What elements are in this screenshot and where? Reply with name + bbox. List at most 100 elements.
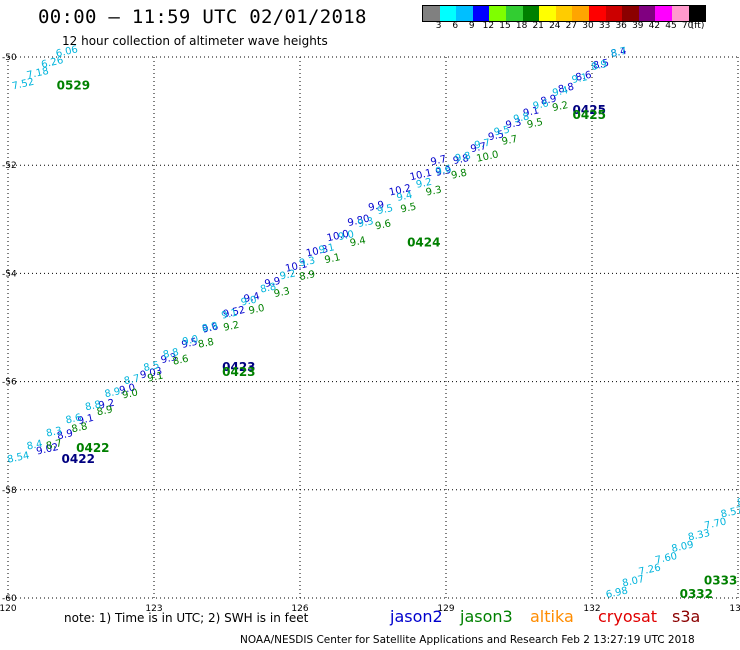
y-tick-label: -52 — [2, 161, 17, 171]
wave-height-value: 9.3 — [357, 216, 375, 230]
color-swatch — [472, 6, 490, 21]
pass-time-label: 0332 — [680, 587, 713, 601]
color-scale-label: 45 — [665, 21, 677, 31]
chart-subtitle: 12 hour collection of altimeter wave hei… — [62, 34, 328, 48]
wave-height-value: 8.07 — [621, 574, 645, 589]
wave-height-value: 8.4 — [26, 439, 44, 453]
x-tick-label: 132 — [583, 604, 600, 614]
wave-height-value: 9.5 — [487, 129, 505, 143]
color-scale-label: 39 — [632, 21, 644, 31]
color-swatch — [555, 6, 573, 21]
pass-time-label: 0423 — [222, 360, 255, 374]
wave-height-value: 9.6 — [435, 164, 453, 178]
wave-height-value: 9.3 — [425, 185, 443, 199]
wave-height-value: 9.1 — [220, 308, 238, 322]
wave-height-value: 9.5 — [181, 337, 199, 351]
color-swatch — [572, 6, 589, 21]
color-swatch — [439, 6, 457, 21]
wave-height-value: 9.1 — [147, 371, 165, 385]
wave-height-value: 9.2 — [415, 177, 433, 191]
wave-height-value: 8.9 — [56, 428, 74, 442]
color-swatch — [655, 6, 672, 21]
wave-height-value: 8.7 — [45, 438, 63, 452]
legend-item-s3a: s3a — [672, 607, 701, 626]
wave-height-value: 9.9 — [367, 200, 385, 214]
color-scale-label: 70 — [681, 21, 694, 31]
color-scale-label: 15 — [499, 21, 511, 31]
color-swatch — [588, 6, 606, 21]
wave-height-value: 9.02 — [35, 442, 59, 458]
wave-height-value: 9.1 — [318, 242, 336, 256]
wave-height-value: 8.9 — [201, 321, 219, 335]
wave-height-value: 8.33 — [687, 528, 711, 543]
map-axes: 120 123 126 129 132 135 -50 -52 -54 -56 -58 -60 — [0, 53, 740, 614]
wave-height-value: 9.0 — [182, 334, 200, 348]
color-scale-label: 18 — [515, 21, 528, 31]
x-tick-label: 126 — [291, 604, 308, 614]
wave-height-value: 7.52 — [11, 77, 35, 93]
wave-height-value: 9.8 — [454, 151, 472, 165]
wave-height-value: 8.3 — [45, 425, 63, 439]
wave-height-value: 9.0 — [337, 229, 355, 243]
wave-height-value: 9.8 — [512, 111, 530, 125]
color-swatch — [638, 6, 656, 21]
wave-height-value: 9.1 — [77, 413, 95, 427]
wave-height-value: 7.70 — [703, 516, 727, 531]
wave-height-value: 9.3 — [160, 352, 178, 366]
legend-item-jason2: jason2 — [390, 607, 443, 626]
color-scale-label: (ft) — [690, 21, 705, 31]
wave-height-value: 9.1 — [522, 105, 540, 119]
wave-height-value: 8.9 — [96, 404, 114, 418]
y-tick-label: -54 — [2, 269, 17, 279]
wave-height-value: 8.5 — [592, 58, 610, 72]
wave-height-value: 9.52 — [222, 305, 246, 321]
color-swatch — [522, 6, 540, 21]
wave-height-value: 10.0 — [476, 149, 500, 164]
wave-height-value: 10.0 — [326, 229, 350, 245]
wave-height-value: 10.3 — [305, 244, 329, 260]
wave-height-value: 8.7 — [610, 46, 628, 60]
wave-height-value: 8.8 — [259, 281, 277, 295]
wave-height-value: 6.06 — [55, 44, 79, 60]
wave-height-value: 9.3 — [298, 255, 316, 269]
wave-height-value: 8.4 — [736, 495, 740, 509]
chart-title: 00:00 – 11:59 UTC 02/01/2018 — [38, 6, 367, 28]
wave-height-value: 10.2 — [388, 183, 412, 199]
wave-height-value: 9.5 — [400, 201, 418, 215]
wave-height-value: 8.54 — [6, 450, 30, 465]
wave-height-value: 8.9 — [104, 386, 122, 400]
x-tick-label: 135 — [729, 604, 740, 614]
wave-height-value: 8.9 — [540, 93, 558, 107]
pass-time-label: 0425 — [573, 108, 606, 122]
wave-height-value: 8.8 — [84, 399, 102, 413]
wave-height-value: 8.7 — [123, 373, 141, 387]
legend-item-jason3: jason3 — [460, 607, 513, 626]
wave-height-value: 9.0 — [121, 387, 139, 401]
color-swatch — [605, 6, 623, 21]
wave-height-value: 9.9 — [435, 165, 453, 179]
color-swatch — [671, 6, 689, 21]
wave-height-value: 9.6 — [532, 98, 550, 112]
x-tick-label: 129 — [437, 604, 454, 614]
pass-time-label: 0422 — [62, 452, 95, 466]
color-scale-label: 24 — [549, 21, 561, 31]
wave-height-value: 8.57 — [720, 505, 740, 520]
color-swatch — [423, 6, 440, 21]
color-scale-label: 6 — [452, 21, 459, 31]
wave-height-value: 9.9 — [264, 276, 282, 290]
footer-note: note: 1) Time is in UTC; 2) SWH is in fe… — [64, 611, 309, 625]
color-scale-label: 30 — [582, 21, 594, 31]
wave-height-value: 9.4 — [396, 190, 414, 204]
footer-credit: NOAA/NESDIS Center for Satellite Applica… — [240, 634, 695, 646]
x-tick-label: 120 — [0, 604, 17, 614]
wave-height-value: 8.5 — [143, 360, 161, 374]
wave-height-value: 8.8 — [71, 421, 89, 435]
legend-item-cryosat: cryosat — [598, 607, 658, 626]
wave-height-value: 6.98 — [605, 585, 629, 600]
color-scale-labels: 3 6 9 12 15 18 21 24 27 30 33 36 39 42 45 70 (ft) — [422, 21, 740, 35]
wave-height-value: 9.0 — [118, 382, 136, 396]
wave-height-value: 9.5 — [493, 124, 511, 138]
color-swatch — [456, 6, 473, 21]
